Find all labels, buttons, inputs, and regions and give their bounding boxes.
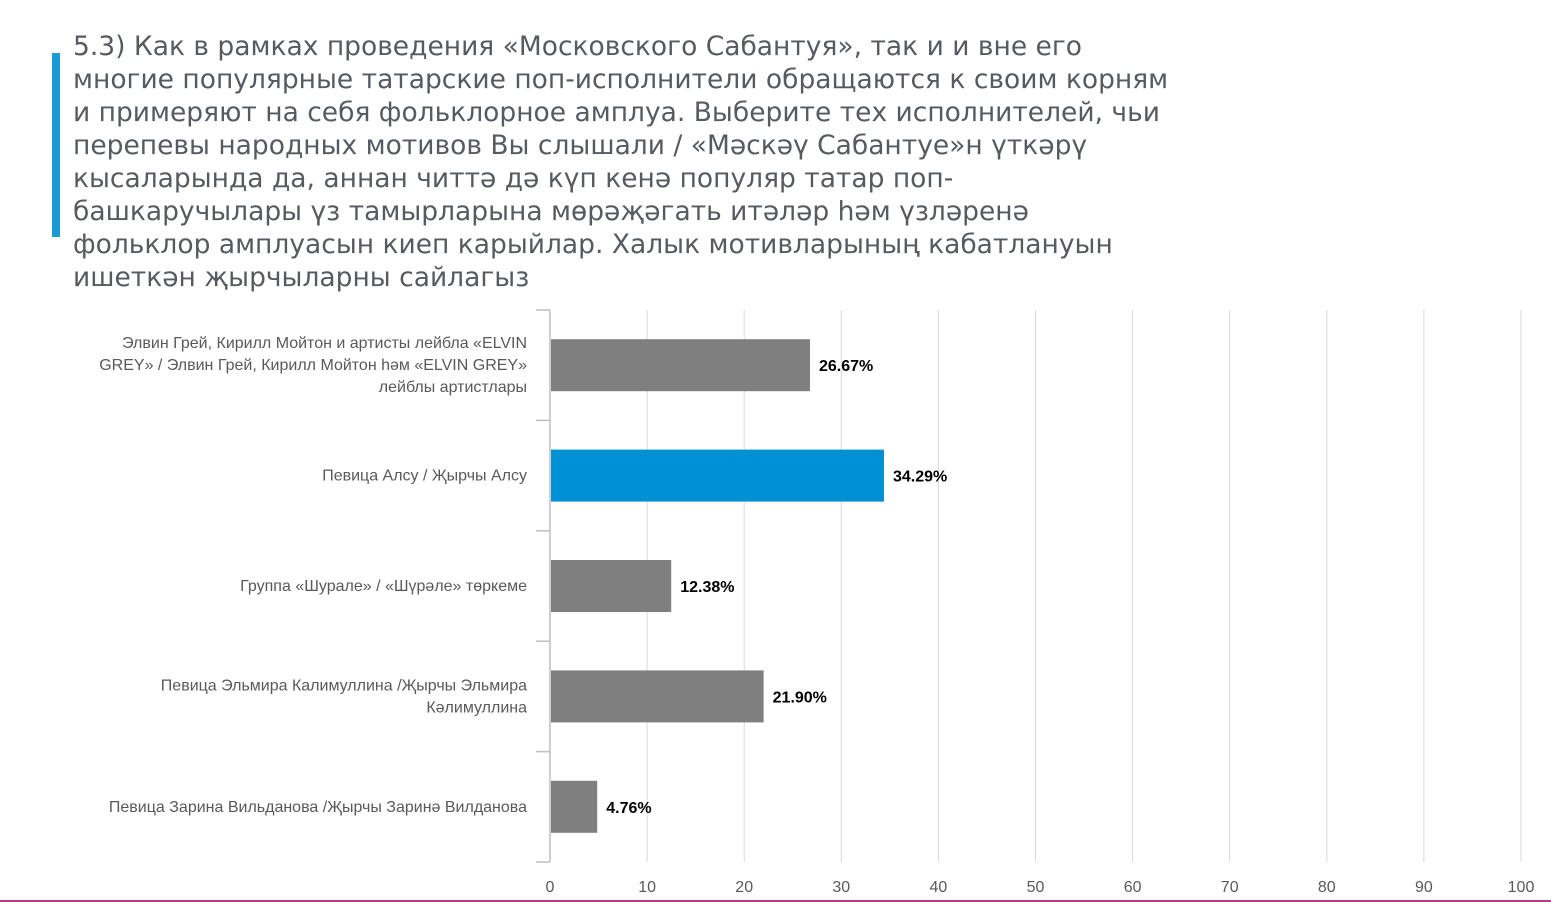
bar xyxy=(551,780,598,833)
category-label: Певица Зарина Вильданова /Җырчы Заринә В… xyxy=(109,799,527,816)
x-tick-label: 0 xyxy=(546,879,555,896)
x-tick-label: 20 xyxy=(735,879,753,896)
x-tick-label: 60 xyxy=(1124,879,1142,896)
bottom-divider xyxy=(0,900,1551,902)
x-tick-label: 70 xyxy=(1221,879,1239,896)
x-tick-label: 80 xyxy=(1318,879,1336,896)
category-label: Элвин Грей, Кирилл Мойтон и артисты лейб… xyxy=(122,335,527,352)
x-tick-label: 30 xyxy=(832,879,850,896)
category-label: GREY» / Элвин Грей, Кирилл Мойтон һәм «E… xyxy=(99,357,527,374)
data-label: 4.76% xyxy=(606,800,651,817)
data-label: 34.29% xyxy=(893,469,947,486)
category-label: лейблы артистлары xyxy=(379,379,527,396)
x-tick-label: 10 xyxy=(638,879,656,896)
bar xyxy=(551,560,672,612)
data-label: 26.67% xyxy=(819,358,873,375)
bar xyxy=(551,449,884,502)
question-title: 5.3) Как в рамках проведения «Московског… xyxy=(73,31,1169,293)
x-tick-label: 40 xyxy=(930,879,948,896)
accent-bar xyxy=(52,53,60,237)
category-label: Певица Алсу / Җырчы Алсу xyxy=(322,468,527,485)
x-tick-label: 50 xyxy=(1027,879,1045,896)
bar xyxy=(551,339,810,392)
category-label: Группа «Шурале» / «Шүрәле» төркеме xyxy=(240,578,527,595)
data-label: 12.38% xyxy=(680,579,734,596)
data-label: 21.90% xyxy=(773,689,827,706)
x-tick-label: 90 xyxy=(1415,879,1433,896)
category-label: Кәлимуллина xyxy=(426,699,527,716)
x-tick-label: 100 xyxy=(1508,879,1535,896)
bar xyxy=(551,670,764,723)
category-label: Певица Эльмира Калимуллина /Җырчы Эльмир… xyxy=(161,677,527,694)
